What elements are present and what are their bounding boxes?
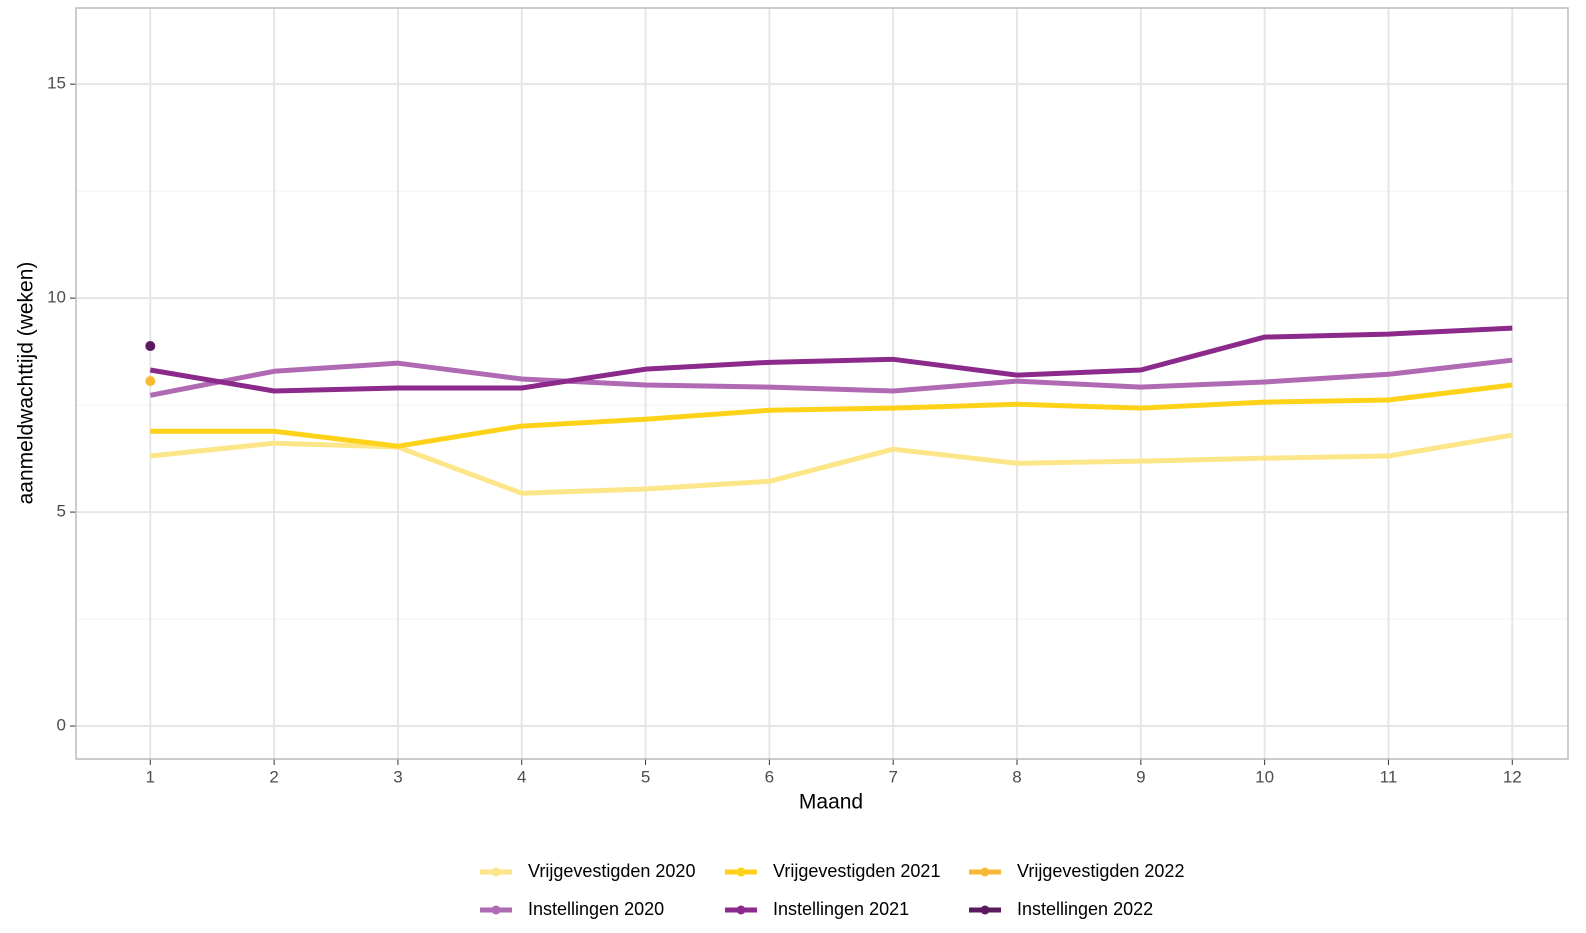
x-tick-label: 7 [888, 767, 897, 786]
line [150, 432, 1513, 496]
legend-key-dot [491, 867, 501, 877]
x-tick-label: 4 [517, 767, 526, 786]
x-axis-title: Maand [799, 791, 863, 814]
legend-key-dot [491, 905, 501, 915]
y-axis-title: aanmeldwachttijd (weken) [15, 262, 38, 505]
legend-label: Instellingen 2022 [1017, 899, 1153, 919]
x-tick-label: 12 [1503, 767, 1522, 786]
x-tick-label: 11 [1380, 767, 1398, 786]
y-tick-label: 5 [57, 502, 66, 521]
y-tick-label: 0 [57, 716, 66, 735]
line [149, 325, 1513, 394]
point [145, 341, 156, 352]
x-tick-label: 3 [393, 767, 402, 786]
point [145, 376, 156, 387]
line [150, 382, 1513, 449]
legend-label: Vrijgevestigden 2020 [528, 861, 695, 881]
x-tick-label: 5 [641, 767, 650, 786]
legend-label: Instellingen 2020 [528, 899, 664, 919]
legend-key-dot [980, 905, 990, 915]
panel-border [75, 7, 1569, 760]
x-tick-label: 6 [765, 767, 774, 786]
legend-label: Instellingen 2021 [773, 899, 909, 919]
x-tick-label: 8 [1012, 767, 1021, 786]
x-tick-label: 1 [146, 767, 155, 786]
legend-key-dot [980, 867, 990, 877]
x-tick-label: 2 [269, 767, 278, 786]
legend-key-dot [736, 905, 746, 915]
legend-key-dot [736, 867, 746, 877]
legend-label: Vrijgevestigden 2021 [773, 861, 940, 881]
legend-label: Vrijgevestigden 2022 [1017, 861, 1184, 881]
x-tick-label: 10 [1255, 767, 1274, 786]
y-tick-label: 10 [47, 288, 66, 307]
x-tick-label: 9 [1136, 767, 1145, 786]
y-tick-label: 15 [47, 74, 66, 93]
line [149, 357, 1513, 398]
